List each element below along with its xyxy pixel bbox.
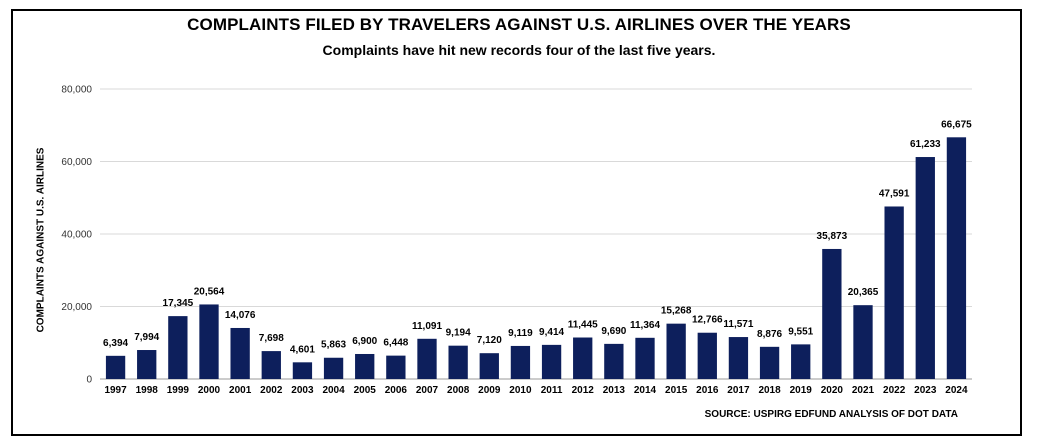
x-tick-label: 2015 [665,385,688,396]
data-label: 61,233 [910,139,941,150]
data-label: 20,365 [848,287,879,298]
x-tick-label: 2011 [541,385,563,396]
bar [199,304,219,379]
data-label: 17,345 [163,298,194,309]
data-label: 9,551 [788,326,813,337]
bar [292,362,313,379]
data-label: 7,698 [259,333,284,344]
bar [510,345,531,379]
x-tick-label: 1997 [104,385,127,396]
x-tick-label: 2001 [229,385,252,396]
data-label: 11,571 [723,319,753,330]
x-tick-label: 2008 [447,385,470,396]
bar [759,346,780,379]
bar [137,350,157,379]
data-label: 35,873 [817,231,848,242]
y-tick-label: 20,000 [61,302,92,313]
data-label: 6,900 [352,336,377,347]
x-tick-label: 1998 [136,385,159,396]
bar [884,206,904,379]
data-label: 12,766 [692,315,723,326]
data-label: 47,591 [879,188,910,199]
x-tick-label: 2024 [945,385,968,396]
bar [323,357,344,379]
data-label: 9,194 [446,328,471,339]
x-tick-label: 2016 [696,385,719,396]
x-tick-label: 2020 [821,385,844,396]
data-label: 14,076 [225,310,256,321]
bar [666,323,686,379]
data-label: 66,675 [941,119,972,130]
x-tick-label: 2000 [198,385,221,396]
bar [573,337,593,379]
bar [386,355,406,379]
bar [635,337,655,379]
bar [168,316,188,379]
bar [541,344,562,379]
bar [230,327,250,379]
x-tick-label: 2013 [603,385,626,396]
chart-title: COMPLAINTS FILED BY TRAVELERS AGAINST U.… [187,15,851,34]
x-tick-label: 2006 [385,385,408,396]
x-tick-label: 2017 [727,385,750,396]
x-tick-label: 2023 [914,385,937,396]
x-tick-label: 2005 [354,385,377,396]
chart-subtitle: Complaints have hit new records four of … [322,42,716,58]
data-label: 11,364 [630,320,660,331]
data-label: 9,119 [508,328,533,339]
x-tick-label: 2007 [416,385,439,396]
source-note: SOURCE: USPIRG EDFUND ANALYSIS OF DOT DA… [704,409,958,420]
data-label: 5,863 [321,340,346,351]
x-tick-label: 2010 [509,385,532,396]
bar [604,343,624,379]
bar [697,332,717,379]
x-tick-label: 2022 [883,385,906,396]
x-tick-label: 1999 [167,385,190,396]
data-label: 15,268 [661,306,692,317]
bar [853,305,873,379]
data-label: 7,120 [477,335,502,346]
bar [915,157,935,379]
x-tick-label: 2002 [260,385,283,396]
x-tick-label: 2004 [322,385,345,396]
x-tick-label: 2003 [291,385,314,396]
data-label: 9,690 [601,326,626,337]
x-tick-label: 2021 [852,385,875,396]
data-label: 9,414 [539,327,564,338]
x-tick-label: 2018 [758,385,781,396]
data-label: 20,564 [194,286,225,297]
bar [479,353,499,379]
y-tick-label: 60,000 [61,157,92,168]
y-tick-label: 0 [86,375,92,386]
bar [791,344,811,379]
data-label: 6,448 [383,338,408,349]
data-label: 7,994 [134,332,159,343]
data-label: 8,876 [757,329,782,340]
x-tick-label: 2009 [478,385,501,396]
y-tick-label: 40,000 [61,230,92,241]
data-label: 11,445 [568,320,598,331]
bar [355,353,375,379]
data-label: 4,601 [290,344,315,355]
x-tick-label: 2014 [634,385,657,396]
x-tick-label: 2019 [790,385,813,396]
bar [417,338,437,379]
bar [105,355,126,379]
bar [448,345,468,379]
y-tick-label: 80,000 [61,85,92,96]
x-tick-label: 2012 [572,385,595,396]
data-label: 11,091 [412,321,442,332]
bar [728,337,749,379]
bar [822,248,842,379]
data-label: 6,394 [103,338,128,349]
bar [261,351,281,379]
bar [946,137,967,379]
